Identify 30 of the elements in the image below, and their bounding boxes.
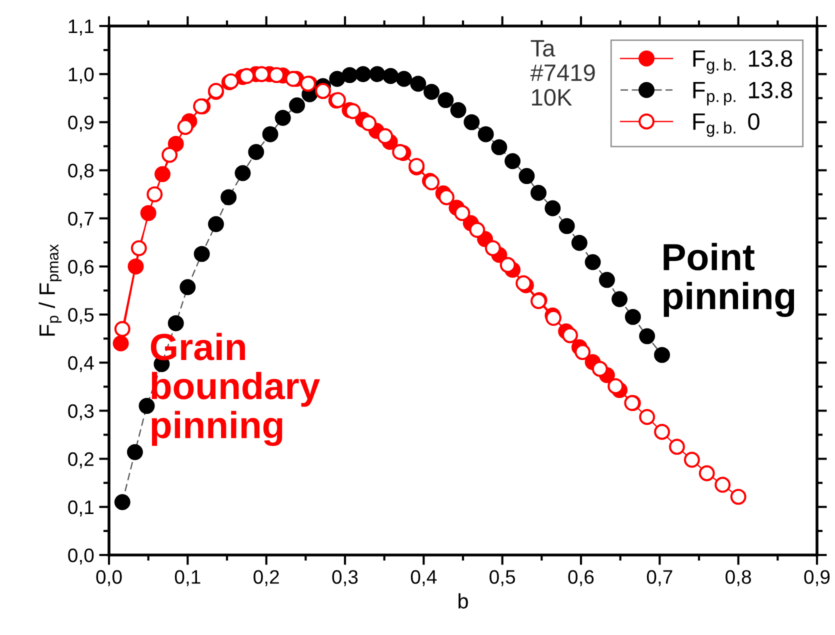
legend-label: F$_{p.p.}$ 13.8 (693, 82, 792, 106)
x-tick-label: 0,7 (646, 570, 672, 586)
x-tick-label: 0,9 (804, 570, 830, 586)
x-axis-title: b (458, 593, 468, 609)
annotation: Point pinning (664, 242, 794, 318)
y-tick-label: 1,0 (68, 68, 94, 84)
x-tick-label: 0,5 (490, 570, 516, 586)
y-tick-label: 1,1 (68, 20, 94, 36)
x-tick-label: 0,0 (96, 570, 122, 586)
x-tick-label: 0,8 (726, 570, 752, 586)
annotation: Grain boundary pinning (150, 332, 320, 446)
y-tick-label: 0,2 (68, 452, 94, 468)
y-tick-label: 0,1 (68, 500, 94, 516)
x-tick-label: 0,6 (568, 570, 594, 586)
y-axis-title: F$_{p}$ / F$_{pmax}$ (38, 244, 62, 336)
y-tick-label: 0,9 (68, 116, 94, 132)
x-tick-label: 0,1 (174, 570, 200, 586)
y-tick-label: 0,6 (68, 260, 94, 276)
y-tick-label: 0,5 (68, 308, 94, 324)
y-tick-label: 0,3 (68, 404, 94, 420)
annotation: Ta #7419 10K (530, 40, 595, 106)
y-tick-label: 0,8 (68, 164, 94, 180)
x-tick-label: 0,4 (410, 570, 437, 586)
y-tick-label: 0,0 (68, 548, 94, 565)
y-tick-label: 0,4 (68, 356, 94, 372)
y-tick-label: 0,7 (68, 212, 94, 228)
legend-label: F$_{g.b.}$ 13.8 (693, 50, 792, 74)
x-tick-label: 0,2 (254, 570, 279, 586)
legend-label: F$_{g.b.}$ 0 (693, 113, 760, 137)
x-tick-label: 0,3 (332, 570, 358, 586)
